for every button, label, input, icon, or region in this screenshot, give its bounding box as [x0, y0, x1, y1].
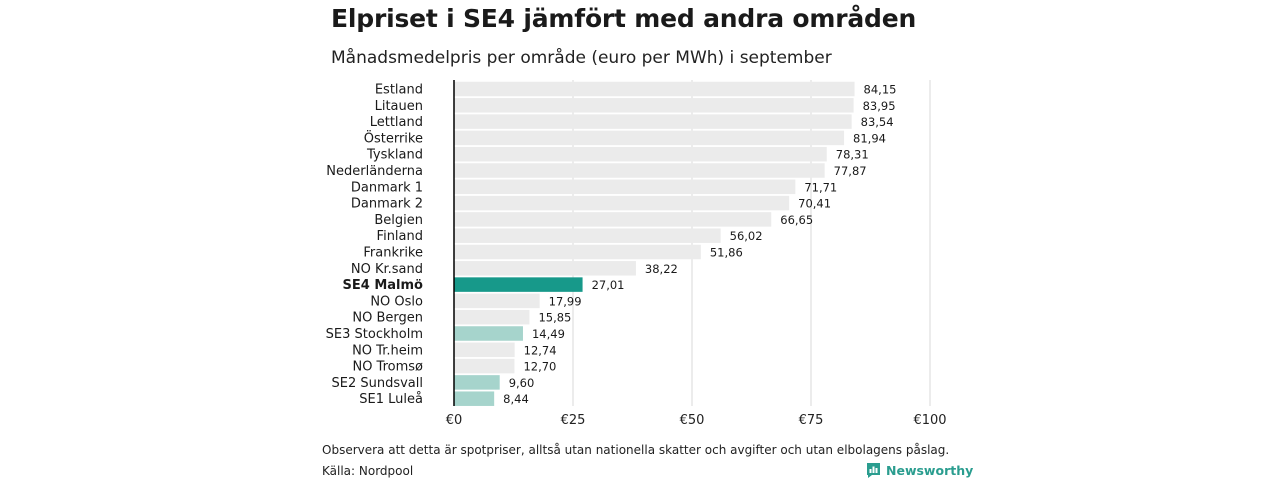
value-label: 56,02	[730, 229, 763, 243]
value-label: 83,54	[861, 115, 894, 129]
value-label: 8,44	[503, 392, 529, 406]
value-label: 83,95	[863, 99, 896, 113]
source-label: Källa: Nordpool	[322, 464, 414, 478]
brand-name: Newsworthy	[886, 463, 974, 478]
value-label: 81,94	[853, 131, 886, 145]
value-label: 70,41	[798, 197, 831, 211]
category-label: Frankrike	[363, 246, 423, 261]
bar	[454, 293, 540, 309]
x-tick-label: €0	[446, 413, 463, 428]
bar	[454, 146, 827, 162]
x-tick-label: €25	[561, 413, 586, 428]
value-label: 38,22	[645, 262, 678, 276]
x-tick-label: €75	[799, 413, 824, 428]
value-label: 84,15	[864, 83, 897, 97]
category-label: SE4 Malmö	[343, 278, 424, 293]
bar	[454, 244, 701, 260]
footnote: Observera att detta är spotpriser, allts…	[322, 443, 950, 457]
category-label: NO Tromsø	[352, 360, 423, 375]
bar	[454, 228, 721, 243]
bar	[454, 179, 796, 195]
category-label: NO Kr.sand	[351, 262, 423, 277]
category-label: Danmark 2	[351, 197, 423, 212]
value-label: 77,87	[834, 164, 867, 178]
value-label: 27,01	[592, 278, 625, 292]
value-label: 14,49	[532, 327, 565, 341]
bar	[454, 114, 852, 129]
value-label: 71,71	[804, 180, 837, 194]
bar	[454, 195, 790, 211]
newsworthy-logo-icon	[867, 463, 880, 478]
value-label: 9,60	[509, 376, 535, 390]
category-label: SE3 Stockholm	[326, 327, 423, 342]
bar	[454, 212, 772, 227]
category-label: Finland	[377, 229, 423, 244]
bar	[454, 326, 523, 341]
category-label: Österrike	[364, 129, 423, 146]
bar	[454, 391, 495, 406]
category-label: NO Oslo	[370, 294, 423, 309]
category-label: Danmark 1	[351, 180, 423, 195]
value-label: 51,86	[710, 246, 743, 260]
bar	[454, 342, 515, 358]
chart-title: Elpriset i SE4 jämfört med andra områden	[331, 4, 917, 33]
bar	[454, 261, 636, 276]
bar	[454, 98, 854, 113]
category-label: NO Tr.heim	[352, 343, 423, 358]
category-label: Estland	[375, 83, 423, 98]
x-tick-label: €100	[913, 413, 946, 428]
value-label: 78,31	[836, 148, 869, 162]
category-label: Belgien	[374, 213, 423, 228]
bar	[454, 130, 845, 146]
bar	[454, 277, 583, 292]
value-label: 66,65	[780, 213, 813, 227]
category-label: SE2 Sundsvall	[331, 376, 423, 391]
value-label: 15,85	[538, 311, 571, 325]
value-label: 17,99	[549, 294, 582, 308]
value-label: 12,70	[523, 360, 556, 374]
category-label: Nederländerna	[326, 164, 423, 179]
category-label: Litauen	[375, 99, 423, 114]
chart-subtitle: Månadsmedelpris per område (euro per MWh…	[331, 48, 832, 68]
category-label: NO Bergen	[352, 311, 423, 326]
bar	[454, 358, 515, 374]
value-label: 12,74	[524, 343, 557, 357]
category-label: Tyskland	[366, 148, 423, 163]
category-label: Lettland	[370, 115, 423, 130]
bar	[454, 163, 825, 178]
bar	[454, 81, 855, 97]
bar	[454, 309, 530, 325]
brand-logo: Newsworthy	[866, 462, 973, 479]
category-label: SE1 Luleå	[359, 392, 423, 407]
bar-chart: Estland 84,15 Litauen 83,95 Lettland 83,54 Öst…	[326, 80, 947, 428]
x-tick-label: €50	[680, 413, 705, 428]
bar	[454, 375, 500, 390]
